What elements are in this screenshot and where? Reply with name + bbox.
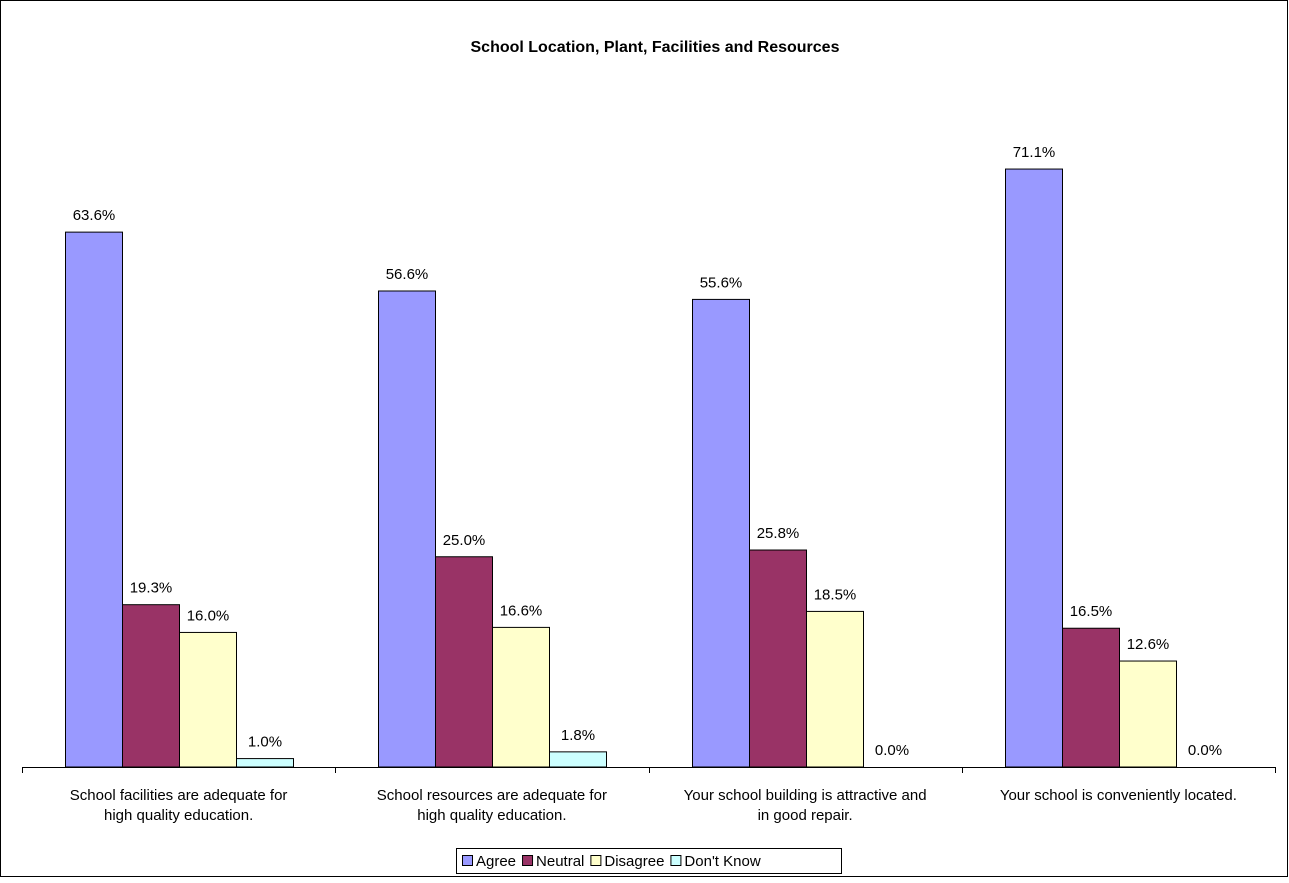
data-label: 55.6% [700,274,743,291]
bar-neutral [1062,627,1120,768]
data-label: 12.6% [1127,636,1170,653]
bar-don-t-know [236,758,294,768]
bar-neutral [749,549,807,768]
legend: Agree Neutral Disagree Don't Know [456,848,842,874]
category-label: in good repair. [758,807,853,824]
legend-label-don-t-know: Don't Know [684,853,760,870]
bar-disagree [179,631,237,768]
data-label: 19.3% [130,580,173,597]
legend-swatch-don-t-know [670,855,682,866]
data-label: 25.0% [443,532,486,549]
data-label: 56.6% [386,266,429,283]
bar-disagree [806,610,864,768]
bar-agree [692,298,750,768]
legend-swatch-agree [462,855,473,866]
legend-label-disagree: Disagree [604,853,664,870]
bar-don-t-know [549,751,607,768]
data-label: 18.5% [814,586,857,603]
data-label: 63.6% [73,207,116,224]
bar-agree [1005,168,1063,768]
data-label: 16.5% [1070,603,1113,620]
category-label: Your school is conveniently located. [1000,787,1237,804]
data-label: 0.0% [1188,742,1222,759]
category-label: School facilities are adequate for [70,787,288,804]
legend-swatch-neutral [522,855,534,866]
data-label: 25.8% [757,525,800,542]
legend-swatch-disagree [590,855,602,866]
data-label: 16.6% [500,602,543,619]
bar-neutral [435,556,493,768]
bar-neutral [122,604,180,768]
category-label: high quality education. [417,807,566,824]
data-label: 16.0% [187,607,230,624]
category-label: high quality education. [104,807,253,824]
data-label: 71.1% [1013,144,1056,161]
category-label: School resources are adequate for [377,787,607,804]
bar-disagree [492,626,550,768]
data-label: 1.0% [248,734,282,751]
data-label: 0.0% [875,742,909,759]
bar-disagree [1119,660,1177,768]
bar-agree [65,231,123,768]
category-label: Your school building is attractive and [684,787,927,804]
bar-agree [378,290,436,768]
chart-title: School Location, Plant, Facilities and R… [471,39,840,56]
legend-label-neutral: Neutral [536,853,584,870]
data-label: 1.8% [561,727,595,744]
plot-area: 63.6% 56.6% 55.6% 71.1% 19.3% 25.0% 25.8% 16.5%… [22,144,1276,824]
legend-box [456,848,842,874]
legend-label-agree: Agree [476,853,516,870]
